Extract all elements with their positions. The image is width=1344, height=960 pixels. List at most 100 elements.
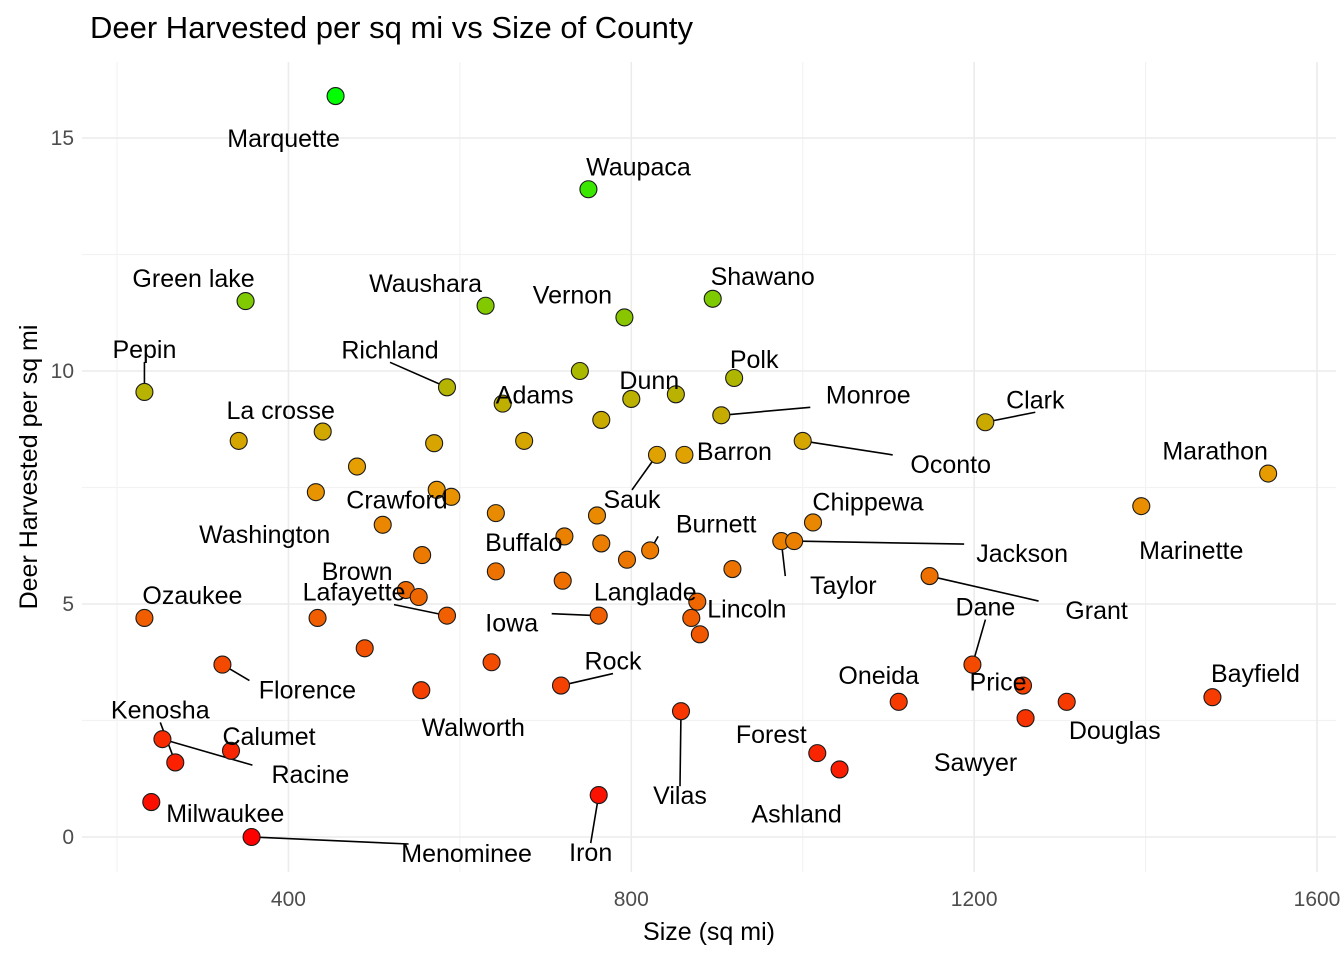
point-label: Taylor: [810, 572, 877, 600]
point-label: Forest: [736, 721, 807, 749]
point-label: Ozaukee: [142, 582, 242, 610]
point-label: Kenosha: [111, 696, 210, 724]
point-label: Oneida: [838, 662, 919, 690]
point-label: Iron: [569, 839, 612, 867]
point: [555, 527, 574, 546]
point: [617, 550, 637, 569]
point: [1259, 464, 1278, 483]
point-label: Marinette: [1139, 537, 1243, 565]
point-label: La crosse: [227, 397, 335, 425]
y-tick-label: 0: [62, 826, 74, 849]
point: [242, 827, 261, 847]
point: [427, 480, 446, 499]
y-tick-label: 5: [62, 593, 74, 616]
point-label: Price: [970, 669, 1027, 697]
label-leader: [721, 406, 811, 417]
point: [579, 180, 598, 199]
label-leader: [162, 738, 253, 766]
point: [647, 445, 667, 464]
point: [373, 515, 392, 534]
point: [589, 786, 608, 805]
point: [551, 676, 571, 695]
point: [476, 296, 495, 315]
point: [425, 434, 444, 453]
x-tick-label: 1200: [951, 888, 998, 911]
x-tick-label: 800: [614, 888, 649, 911]
axes: 400 800 1200 1600 0 5 10 15 Size (sq mi) Deer Har…: [15, 127, 1340, 946]
label-leader: [802, 440, 893, 456]
grid: [82, 62, 1336, 872]
point-label: Green lake: [132, 265, 254, 293]
y-axis-title: Deer Harvested per sq mi: [15, 325, 43, 610]
point-label: Rock: [585, 648, 642, 676]
point-label: Crawford: [346, 487, 447, 515]
point: [306, 483, 325, 502]
point-label: Walworth: [422, 714, 525, 742]
point: [221, 741, 241, 760]
point: [712, 406, 731, 425]
point: [229, 431, 248, 450]
point-label: Brown: [322, 558, 393, 586]
point: [641, 541, 660, 560]
point: [808, 744, 827, 763]
point: [1132, 497, 1151, 516]
point-label: Sawyer: [934, 749, 1017, 777]
point: [166, 753, 185, 772]
point: [355, 639, 374, 658]
point: [486, 504, 505, 523]
point-label: Jackson: [976, 540, 1068, 568]
point-label: Calumet: [222, 723, 315, 751]
point: [592, 410, 611, 429]
point: [723, 559, 742, 579]
point-label: Lafayette: [303, 579, 406, 607]
point: [142, 792, 161, 812]
point-label: Grant: [1065, 597, 1128, 625]
point: [682, 608, 701, 628]
point-label: Chippewa: [812, 488, 923, 516]
point-label: Shawano: [711, 263, 815, 291]
point-label: Richland: [341, 336, 438, 364]
point: [313, 422, 332, 441]
label-leader: [251, 836, 409, 845]
point-label: Dunn: [619, 367, 679, 395]
point: [666, 385, 685, 404]
point-label: Menominee: [401, 840, 532, 868]
point: [493, 394, 512, 413]
point: [920, 566, 939, 586]
point-label: Monroe: [826, 381, 911, 409]
point: [963, 655, 982, 674]
point: [437, 378, 457, 397]
chart-title: Deer Harvested per sq mi vs Size of Coun…: [90, 10, 694, 45]
point: [308, 608, 327, 628]
point: [690, 625, 709, 644]
point-label: Vilas: [653, 782, 707, 810]
point-label: Clark: [1006, 386, 1065, 414]
point: [785, 532, 804, 551]
point-label: Racine: [272, 761, 350, 789]
point-label: Dane: [956, 594, 1016, 622]
point-label: Washington: [199, 521, 330, 549]
point-label: Douglas: [1069, 717, 1161, 745]
point-label: Bayfield: [1211, 660, 1300, 688]
point-label: Adams: [496, 382, 574, 410]
point-label: Iowa: [485, 610, 538, 638]
label-leader: [389, 361, 448, 389]
point: [889, 692, 908, 711]
point-label: Florence: [259, 677, 356, 705]
point-label: Sauk: [604, 486, 661, 514]
point-label: Waushara: [369, 270, 482, 298]
point-label: Buffalo: [485, 529, 562, 557]
x-axis-title: Size (sq mi): [643, 918, 775, 946]
point: [135, 382, 154, 402]
point-label: Milwaukee: [166, 800, 284, 828]
point: [486, 562, 505, 581]
point: [326, 87, 345, 106]
point-label: Waupaca: [586, 153, 691, 181]
point: [830, 760, 849, 779]
point-label: Marquette: [227, 125, 340, 153]
point: [437, 606, 457, 625]
point-label: Ashland: [751, 800, 841, 828]
x-tick-label: 1600: [1294, 888, 1341, 911]
